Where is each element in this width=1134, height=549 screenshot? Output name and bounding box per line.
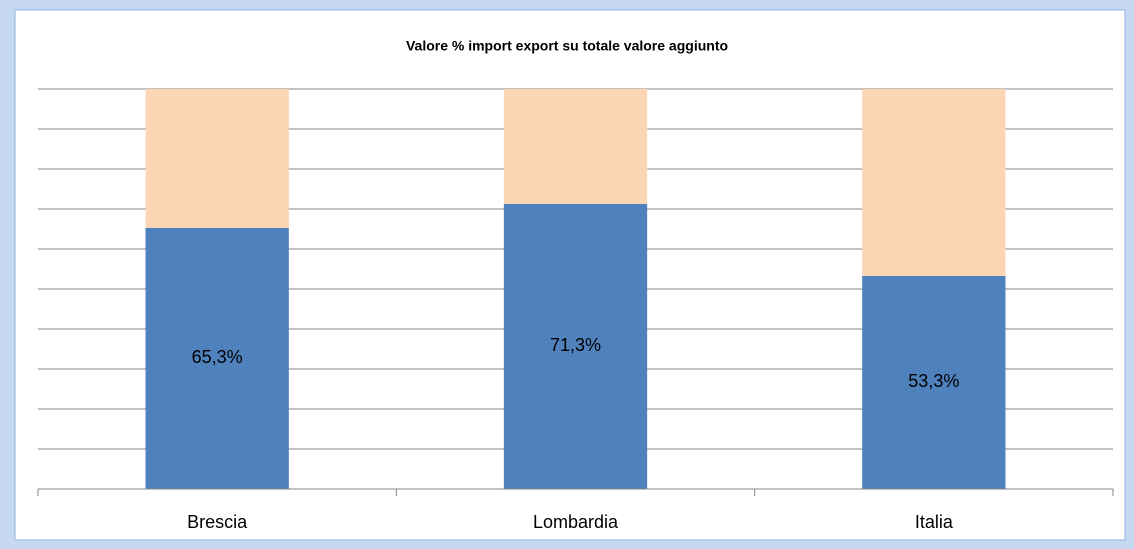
bar-segment: [862, 275, 1006, 489]
bar-segment: [145, 89, 289, 228]
bar-segment: [503, 203, 648, 490]
data-label: 53,3%: [908, 371, 959, 391]
data-label: 71,3%: [550, 335, 601, 355]
chart-title: Valore % import export su totale valore …: [406, 38, 728, 54]
bar-segment: [503, 89, 648, 204]
x-tick-label: Italia: [915, 512, 954, 532]
data-label: 65,3%: [192, 347, 243, 367]
x-tick-label: Lombardia: [533, 512, 619, 532]
bar-segment: [862, 89, 1006, 276]
x-tick-label: Brescia: [187, 512, 248, 532]
bar-segment: [145, 227, 289, 490]
